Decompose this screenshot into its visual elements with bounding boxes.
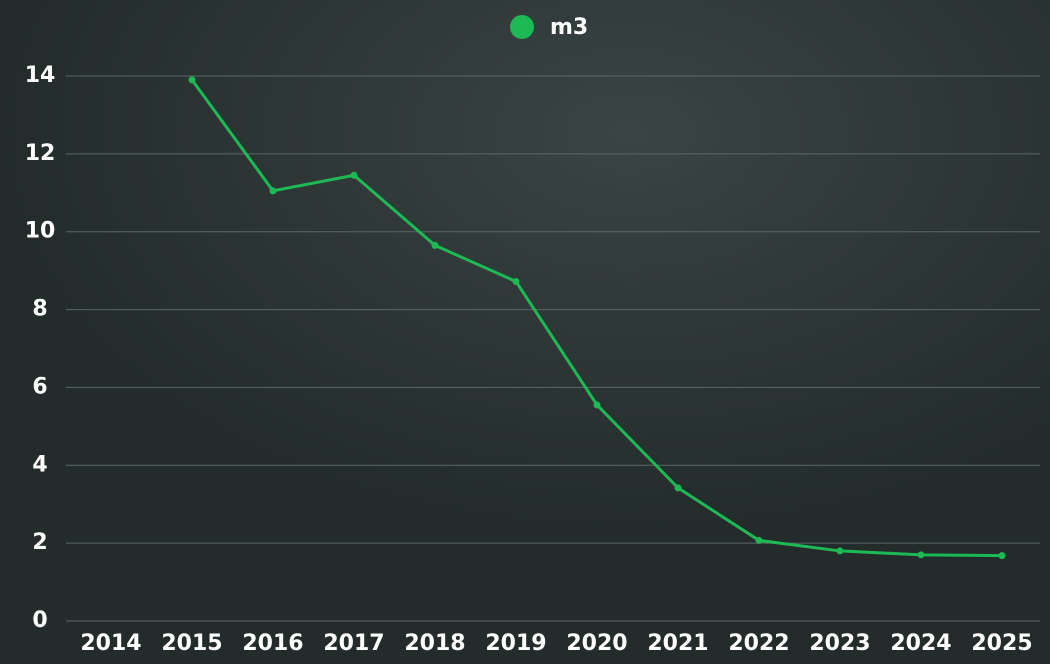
x-tick-label: 2022 [728,631,789,656]
x-tick-label: 2019 [485,631,546,656]
y-tick-label: 14 [25,63,56,88]
y-tick-label: 12 [25,141,56,166]
data-point [917,551,925,559]
data-point [593,401,601,409]
data-point [512,278,520,286]
data-point [674,484,682,492]
x-tick-label: 2014 [80,631,141,656]
legend-label: m3 [550,15,588,40]
y-tick-label: 0 [32,608,47,633]
data-point [998,552,1006,560]
data-point [188,76,196,84]
x-tick-label: 2020 [566,631,627,656]
x-tick-label: 2021 [647,631,708,656]
x-tick-label: 2016 [242,631,303,656]
legend-marker [510,15,534,39]
x-tick-label: 2017 [323,631,384,656]
y-tick-label: 8 [32,297,47,322]
data-point [350,171,358,179]
data-point [269,187,277,195]
x-tick-label: 2015 [161,631,222,656]
y-tick-label: 6 [32,374,47,399]
data-point [836,547,844,555]
y-tick-label: 10 [25,219,56,244]
x-tick-label: 2018 [404,631,465,656]
data-point [755,536,763,544]
x-tick-label: 2023 [809,631,870,656]
x-tick-label: 2025 [971,631,1032,656]
y-tick-label: 4 [32,452,47,477]
x-tick-label: 2024 [890,631,951,656]
data-point [431,241,439,249]
y-tick-label: 2 [32,530,47,555]
